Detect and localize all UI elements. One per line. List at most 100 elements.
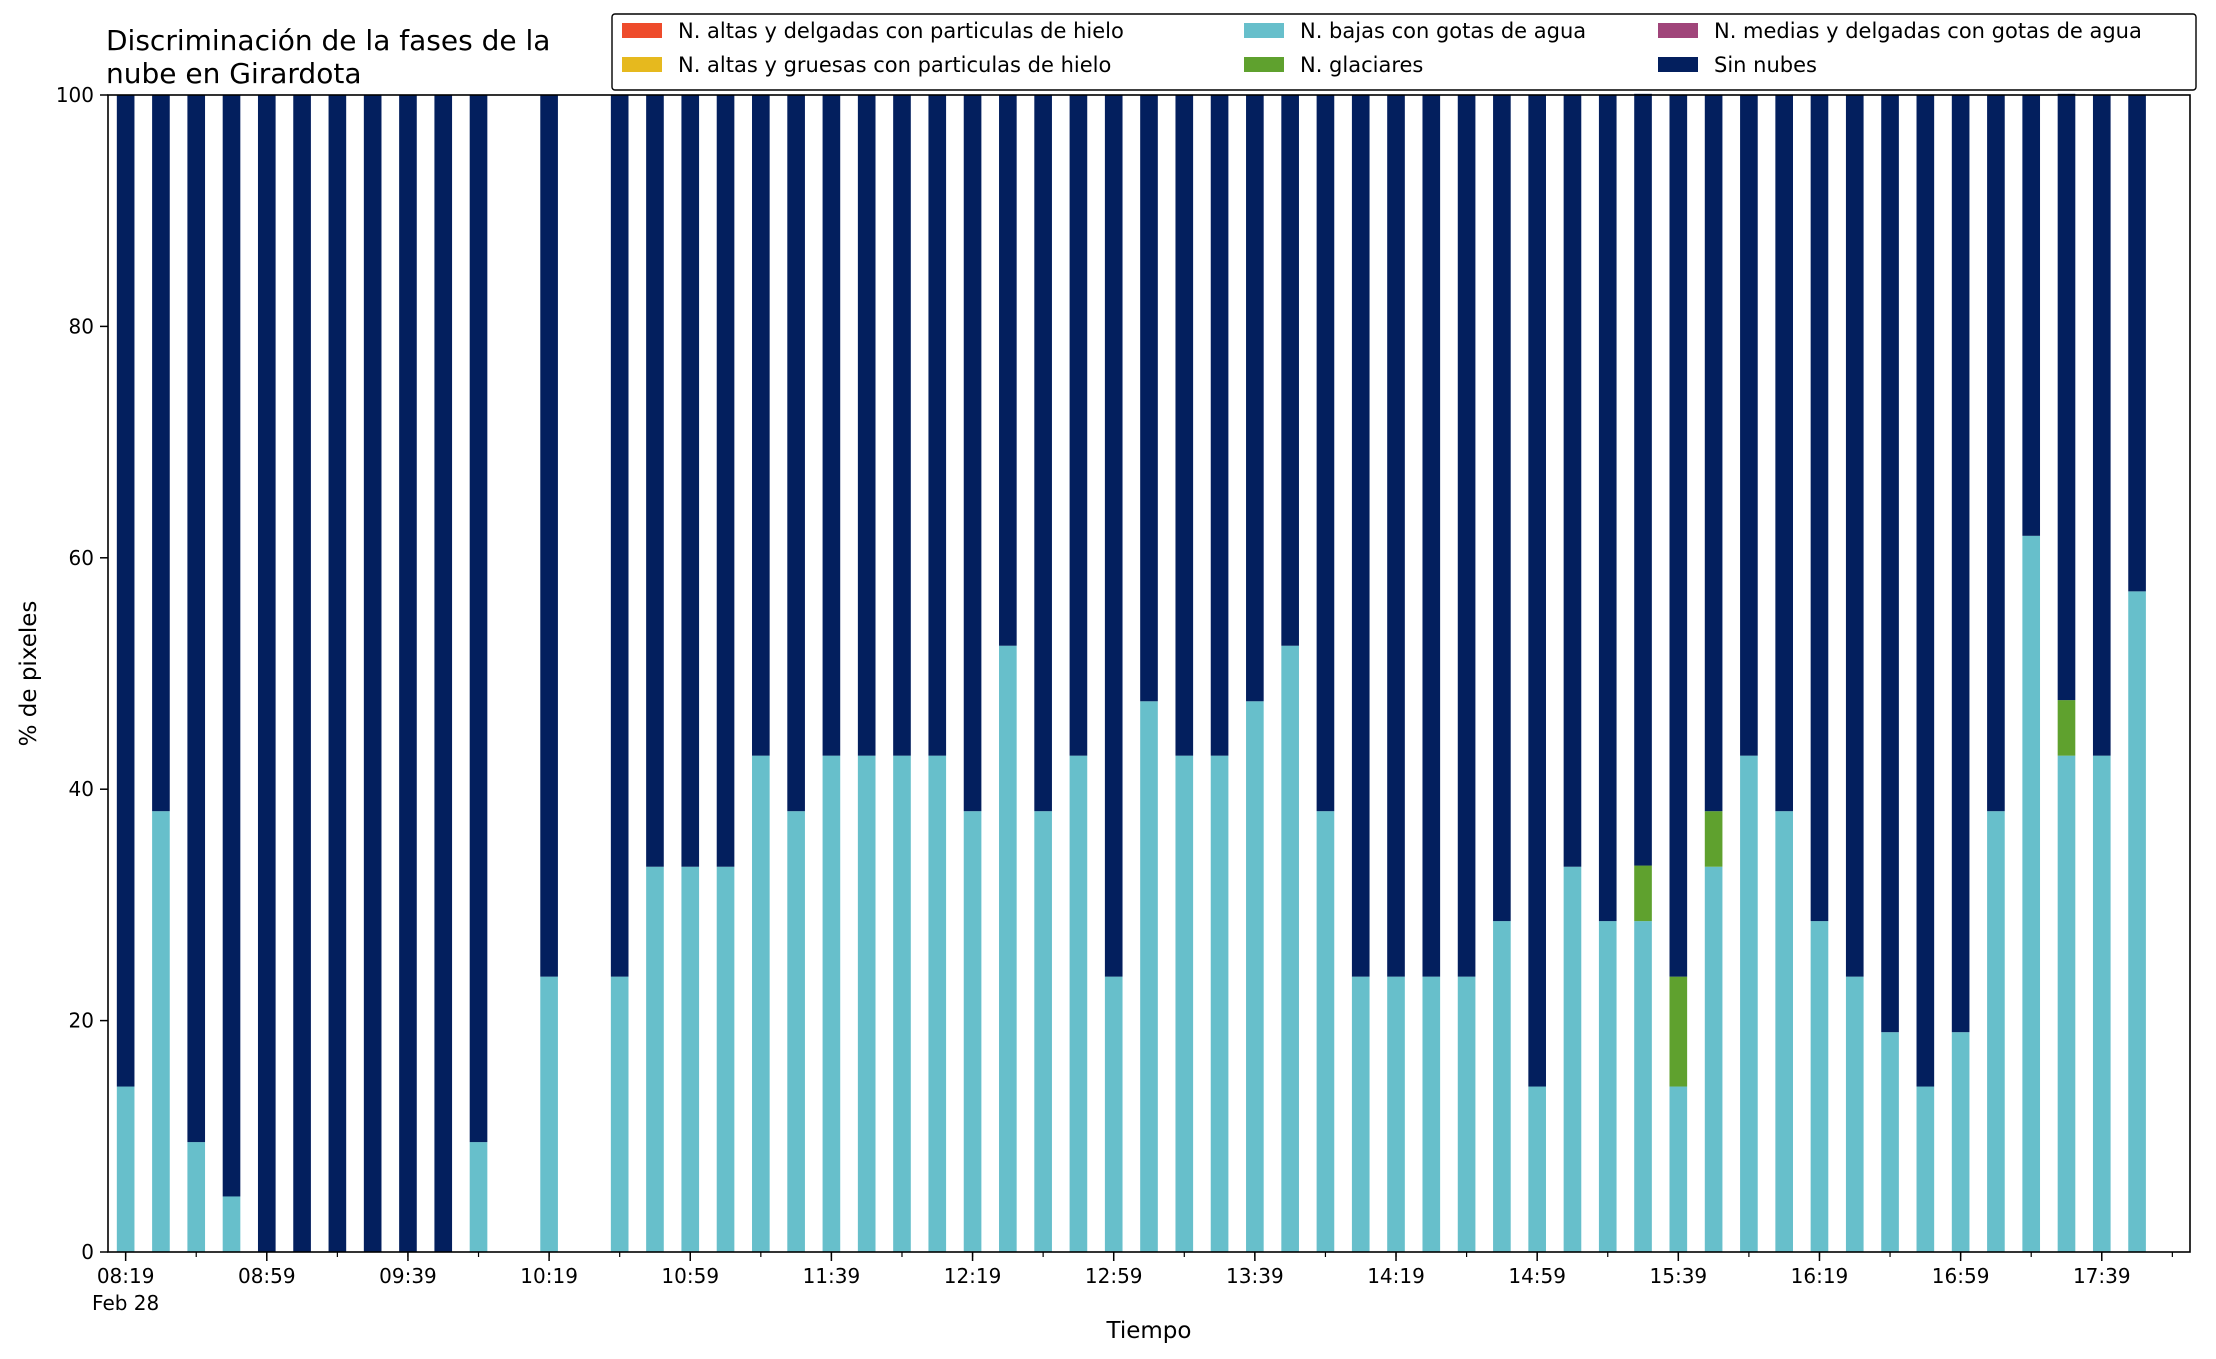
bar-segment-12:29-series-2 bbox=[999, 645, 1017, 1252]
bar-segment-09:39-series-5 bbox=[399, 95, 417, 1252]
bar-segment-12:09-series-5 bbox=[928, 95, 947, 756]
bar-segment-15:59-series-5 bbox=[1740, 95, 1758, 756]
bar-segment-17:29-series-2 bbox=[2057, 755, 2076, 1252]
y-tick-label: 20 bbox=[69, 1009, 94, 1033]
bar-segment-09:19-series-5 bbox=[328, 95, 347, 1252]
bar-segment-16:59-series-2 bbox=[1951, 1032, 1970, 1252]
bar-segment-14:09-series-2 bbox=[1351, 976, 1370, 1252]
legend-entry-label[interactable]: N. altas y delgadas con particulas de hi… bbox=[678, 19, 1124, 43]
bar-segment-10:59-series-5 bbox=[681, 95, 700, 867]
bar-segment-13:49-series-2 bbox=[1281, 645, 1299, 1252]
x-tick-label: 16:19 bbox=[1791, 1264, 1849, 1288]
bar-segment-12:49-series-2 bbox=[1069, 755, 1088, 1252]
bar-segment-12:19-series-2 bbox=[963, 811, 982, 1252]
bar-segment-11:19-series-5 bbox=[752, 95, 770, 756]
bar-segment-09:29-series-5 bbox=[363, 95, 382, 1252]
bar-segment-16:19-series-5 bbox=[1810, 95, 1829, 922]
bar-segment-15:19-series-2 bbox=[1598, 921, 1617, 1252]
legend-entry-label[interactable]: N. glaciares bbox=[1300, 53, 1423, 77]
bar-segment-15:39-series-2 bbox=[1669, 1086, 1688, 1252]
bar-segment-11:59-series-2 bbox=[893, 755, 911, 1252]
bar-segment-17:09-series-2 bbox=[1987, 811, 2005, 1252]
legend-swatch[interactable] bbox=[1658, 57, 1698, 72]
bar-segment-15:49-series-3 bbox=[1704, 811, 1723, 867]
bar-segment-10:19-series-2 bbox=[540, 976, 558, 1252]
bar-segment-10:59-series-2 bbox=[681, 866, 700, 1252]
bar-segment-13:39-series-5 bbox=[1246, 95, 1264, 702]
bar-segment-17:39-series-2 bbox=[2092, 755, 2111, 1252]
legend-entry-label[interactable]: N. medias y delgadas con gotas de agua bbox=[1714, 19, 2142, 43]
bar-segment-15:39-series-3 bbox=[1669, 976, 1688, 1087]
y-axis-label: % de pixeles bbox=[16, 601, 42, 747]
bar-segment-12:49-series-5 bbox=[1069, 95, 1088, 756]
bar-segment-15:29-series-2 bbox=[1634, 921, 1652, 1252]
x-tick-label: 08:59 bbox=[238, 1264, 296, 1288]
bar-segment-16:09-series-5 bbox=[1775, 95, 1793, 812]
bar-segment-14:29-series-5 bbox=[1422, 95, 1441, 977]
bar-segment-16:49-series-5 bbox=[1916, 95, 1935, 1087]
bar-segment-08:59-series-5 bbox=[257, 95, 276, 1252]
bar-segment-08:19-series-5 bbox=[116, 95, 135, 1087]
bar-segment-09:09-series-5 bbox=[293, 95, 311, 1252]
legend-swatch[interactable] bbox=[622, 23, 662, 38]
legend-swatch[interactable] bbox=[1658, 23, 1698, 38]
x-tick-label: 11:39 bbox=[803, 1264, 861, 1288]
legend-entry-label[interactable]: N. bajas con gotas de agua bbox=[1300, 19, 1586, 43]
bar-segment-14:59-series-2 bbox=[1528, 1086, 1546, 1252]
bar-segment-12:39-series-5 bbox=[1034, 95, 1052, 812]
plot-frame bbox=[107, 94, 2191, 1253]
bar-segment-13:49-series-5 bbox=[1281, 95, 1299, 646]
x-tick-label: 17:39 bbox=[2073, 1264, 2131, 1288]
y-tick-label: 40 bbox=[69, 777, 94, 801]
bar-segment-13:29-series-2 bbox=[1210, 755, 1229, 1252]
x-tick-label: 10:19 bbox=[520, 1264, 578, 1288]
bar-segment-15:39-series-5 bbox=[1669, 95, 1688, 977]
x-tick-label: 14:59 bbox=[1508, 1264, 1566, 1288]
chart-title-line: Discriminación de la fases de la bbox=[106, 24, 550, 57]
bar-segment-14:39-series-2 bbox=[1457, 976, 1476, 1252]
legend-swatch[interactable] bbox=[1244, 57, 1284, 72]
bar-segment-13:59-series-2 bbox=[1316, 811, 1335, 1252]
bar-segment-13:19-series-2 bbox=[1175, 755, 1194, 1252]
bar-segment-15:19-series-5 bbox=[1598, 95, 1617, 922]
bar-segment-10:49-series-2 bbox=[646, 866, 664, 1252]
bar-segment-08:29-series-5 bbox=[152, 95, 170, 812]
bar-segment-11:49-series-5 bbox=[857, 95, 876, 756]
x-tick-label: 10:59 bbox=[661, 1264, 719, 1288]
bar-segment-14:19-series-2 bbox=[1387, 976, 1405, 1252]
bar-segment-14:59-series-5 bbox=[1528, 95, 1546, 1087]
bar-segment-14:29-series-2 bbox=[1422, 976, 1441, 1252]
bar-segment-11:29-series-5 bbox=[787, 95, 805, 812]
legend-entry-label[interactable]: N. altas y gruesas con particulas de hie… bbox=[678, 53, 1111, 77]
bar-segment-12:29-series-5 bbox=[999, 95, 1017, 646]
axes: 0 20 40 60 80 100 08:19 08:59 09:39 10:19 10:59 11:… bbox=[16, 83, 2191, 1344]
bar-segment-16:39-series-2 bbox=[1881, 1032, 1899, 1252]
bar-segment-12:09-series-2 bbox=[928, 755, 947, 1252]
bar-segment-09:59-series-2 bbox=[469, 1142, 488, 1252]
bar-segment-11:39-series-2 bbox=[822, 755, 841, 1252]
legend-swatch[interactable] bbox=[622, 57, 662, 72]
x-tick-label: 13:39 bbox=[1226, 1264, 1284, 1288]
y-tick-label: 0 bbox=[81, 1240, 94, 1264]
bar-segment-15:49-series-5 bbox=[1704, 95, 1723, 812]
bar-segment-13:59-series-5 bbox=[1316, 95, 1335, 812]
bars bbox=[116, 93, 2146, 1252]
bar-segment-16:29-series-2 bbox=[1845, 976, 1864, 1252]
bar-segment-08:49-series-2 bbox=[222, 1196, 241, 1252]
bar-segment-13:09-series-5 bbox=[1140, 95, 1158, 702]
bar-segment-09:59-series-5 bbox=[469, 95, 488, 1143]
bar-segment-13:09-series-2 bbox=[1140, 701, 1158, 1252]
legend-entry-label[interactable]: Sin nubes bbox=[1714, 53, 1817, 77]
bar-segment-12:39-series-2 bbox=[1034, 811, 1052, 1252]
bar-segment-11:49-series-2 bbox=[857, 755, 876, 1252]
legend-swatch[interactable] bbox=[1244, 23, 1284, 38]
x-tick-label: 14:19 bbox=[1367, 1264, 1425, 1288]
legend[interactable]: N. altas y delgadas con particulas de hi… bbox=[611, 13, 2197, 91]
bar-segment-12:59-series-5 bbox=[1104, 95, 1123, 977]
bar-segment-10:39-series-5 bbox=[610, 95, 629, 977]
x-tick-label: 16:59 bbox=[1932, 1264, 1990, 1288]
bar-segment-15:59-series-2 bbox=[1740, 755, 1758, 1252]
y-tick-label: 60 bbox=[69, 546, 94, 570]
